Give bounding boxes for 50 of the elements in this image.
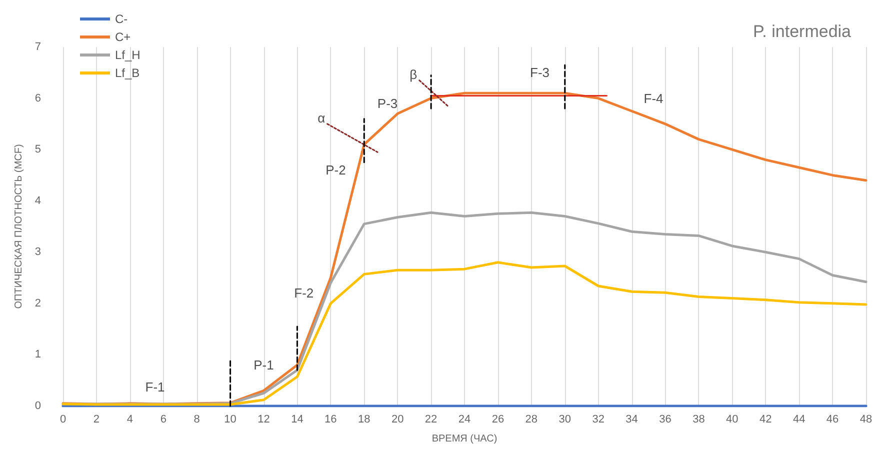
x-tick-label: 24 bbox=[458, 414, 471, 426]
legend-label: C+ bbox=[115, 30, 131, 44]
x-tick-label: 12 bbox=[258, 414, 270, 426]
annotation: P-1 bbox=[254, 357, 274, 372]
x-tick-label: 22 bbox=[424, 414, 438, 426]
x-tick-label: 20 bbox=[391, 414, 404, 426]
x-tick-label: 46 bbox=[826, 414, 839, 426]
legend-label: Lf_H bbox=[115, 48, 140, 62]
y-tick-label: 3 bbox=[34, 246, 41, 258]
y-axis-title: ОПТИЧЕСКАЯ ПЛОТНОСТЬ (MCF) bbox=[13, 144, 24, 309]
y-tick-label: 1 bbox=[34, 348, 41, 361]
x-tick-label: 4 bbox=[126, 414, 133, 426]
x-tick-label: 10 bbox=[224, 414, 236, 426]
x-tick-label: 8 bbox=[194, 414, 200, 426]
x-tick-label: 40 bbox=[726, 414, 738, 426]
annotation: F-2 bbox=[294, 286, 314, 301]
chart-title: P. intermedia bbox=[753, 22, 852, 41]
x-tick-label: 0 bbox=[60, 414, 66, 426]
legend-label: C- bbox=[115, 12, 128, 26]
x-tick-label: 32 bbox=[592, 414, 604, 426]
x-axis-title: ВРЕМЯ (ЧАС) bbox=[432, 434, 498, 444]
annotation: F-3 bbox=[530, 65, 550, 80]
annotation: F-4 bbox=[644, 90, 664, 106]
y-tick-label: 5 bbox=[34, 144, 41, 156]
annotation: P-3 bbox=[377, 96, 398, 111]
x-tick-label: 48 bbox=[860, 414, 872, 426]
x-tick-label: 28 bbox=[525, 414, 538, 426]
y-tick-label: 0 bbox=[34, 400, 41, 412]
annotation: P-2 bbox=[326, 162, 346, 178]
annotation: α bbox=[318, 110, 326, 126]
legend-label: Lf_B bbox=[115, 66, 140, 80]
y-tick-label: 6 bbox=[34, 92, 41, 104]
x-tick-label: 38 bbox=[692, 414, 705, 426]
x-tick-label: 2 bbox=[93, 414, 100, 426]
x-tick-label: 14 bbox=[291, 414, 304, 426]
x-tick-label: 26 bbox=[492, 414, 504, 426]
x-tick-label: 36 bbox=[659, 414, 672, 426]
y-tick-label: 2 bbox=[34, 297, 41, 310]
line-series bbox=[62, 261, 868, 406]
x-tick-label: 34 bbox=[626, 414, 638, 426]
y-tick-label: 4 bbox=[34, 194, 41, 207]
x-tick-label: 16 bbox=[324, 414, 337, 426]
y-tick-label: 7 bbox=[34, 41, 41, 53]
annotation: F-1 bbox=[145, 380, 165, 395]
x-tick-label: 30 bbox=[558, 414, 571, 426]
x-tick-label: 44 bbox=[792, 414, 806, 426]
x-tick-label: 18 bbox=[358, 414, 370, 426]
annotation: β bbox=[410, 66, 418, 82]
x-tick-label: 42 bbox=[760, 414, 772, 426]
x-tick-label: 6 bbox=[160, 414, 166, 426]
